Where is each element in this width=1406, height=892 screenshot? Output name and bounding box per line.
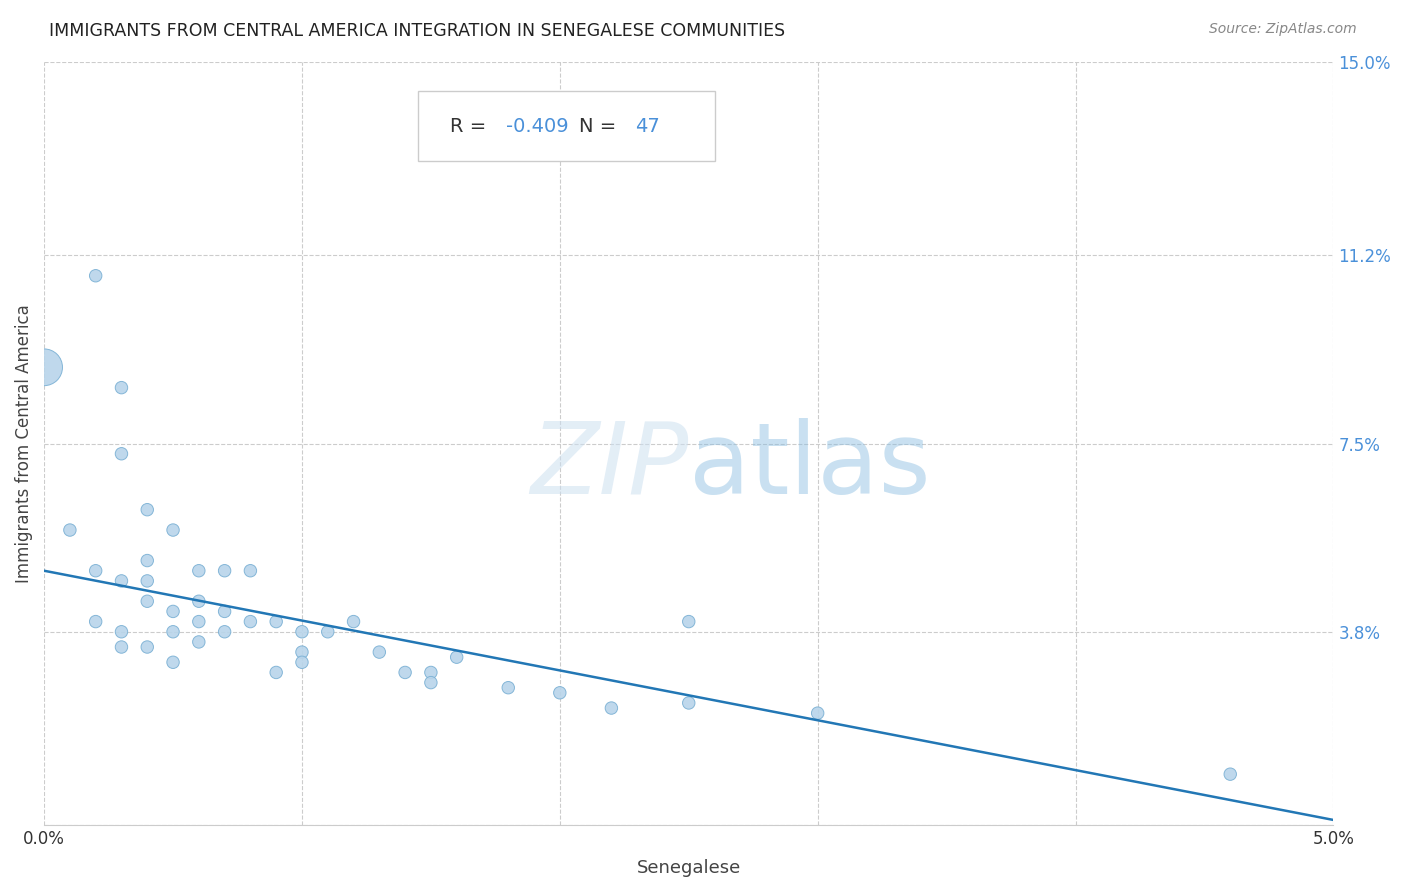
- Text: N =: N =: [579, 117, 623, 136]
- Text: IMMIGRANTS FROM CENTRAL AMERICA INTEGRATION IN SENEGALESE COMMUNITIES: IMMIGRANTS FROM CENTRAL AMERICA INTEGRAT…: [49, 22, 786, 40]
- Point: [136, 594, 159, 608]
- Point: [32, 360, 55, 375]
- Point: [187, 615, 209, 629]
- Point: [214, 604, 236, 618]
- Y-axis label: Immigrants from Central America: Immigrants from Central America: [15, 304, 32, 583]
- Point: [419, 675, 441, 690]
- Point: [214, 624, 236, 639]
- Point: [316, 624, 339, 639]
- Point: [419, 665, 441, 680]
- Point: [110, 447, 132, 461]
- Point: [162, 523, 184, 537]
- Text: Source: ZipAtlas.com: Source: ZipAtlas.com: [1209, 22, 1357, 37]
- Point: [807, 706, 830, 720]
- Point: [264, 665, 287, 680]
- X-axis label: Senegalese: Senegalese: [637, 859, 741, 877]
- Text: R =: R =: [450, 117, 492, 136]
- Point: [446, 650, 468, 665]
- Point: [187, 635, 209, 649]
- Point: [110, 640, 132, 654]
- Point: [59, 523, 82, 537]
- Point: [136, 574, 159, 588]
- Point: [110, 574, 132, 588]
- Point: [136, 502, 159, 516]
- Point: [368, 645, 391, 659]
- Text: ZIP: ZIP: [530, 418, 689, 515]
- Text: atlas: atlas: [689, 418, 931, 515]
- Point: [291, 645, 314, 659]
- Point: [239, 615, 262, 629]
- Text: -0.409: -0.409: [506, 117, 568, 136]
- Point: [342, 615, 364, 629]
- Point: [187, 564, 209, 578]
- Point: [84, 268, 107, 283]
- Text: 47: 47: [634, 117, 659, 136]
- Point: [264, 615, 287, 629]
- Point: [291, 624, 314, 639]
- Point: [136, 640, 159, 654]
- Point: [110, 624, 132, 639]
- Point: [84, 564, 107, 578]
- Point: [678, 696, 700, 710]
- Point: [110, 381, 132, 395]
- Point: [600, 701, 623, 715]
- Point: [84, 615, 107, 629]
- Point: [548, 686, 571, 700]
- Point: [239, 564, 262, 578]
- Point: [1219, 767, 1241, 781]
- Point: [394, 665, 416, 680]
- FancyBboxPatch shape: [418, 91, 714, 161]
- Point: [291, 655, 314, 669]
- Point: [162, 655, 184, 669]
- Point: [162, 604, 184, 618]
- Point: [162, 624, 184, 639]
- Point: [678, 615, 700, 629]
- Point: [214, 564, 236, 578]
- Point: [136, 553, 159, 567]
- Point: [187, 594, 209, 608]
- Point: [496, 681, 519, 695]
